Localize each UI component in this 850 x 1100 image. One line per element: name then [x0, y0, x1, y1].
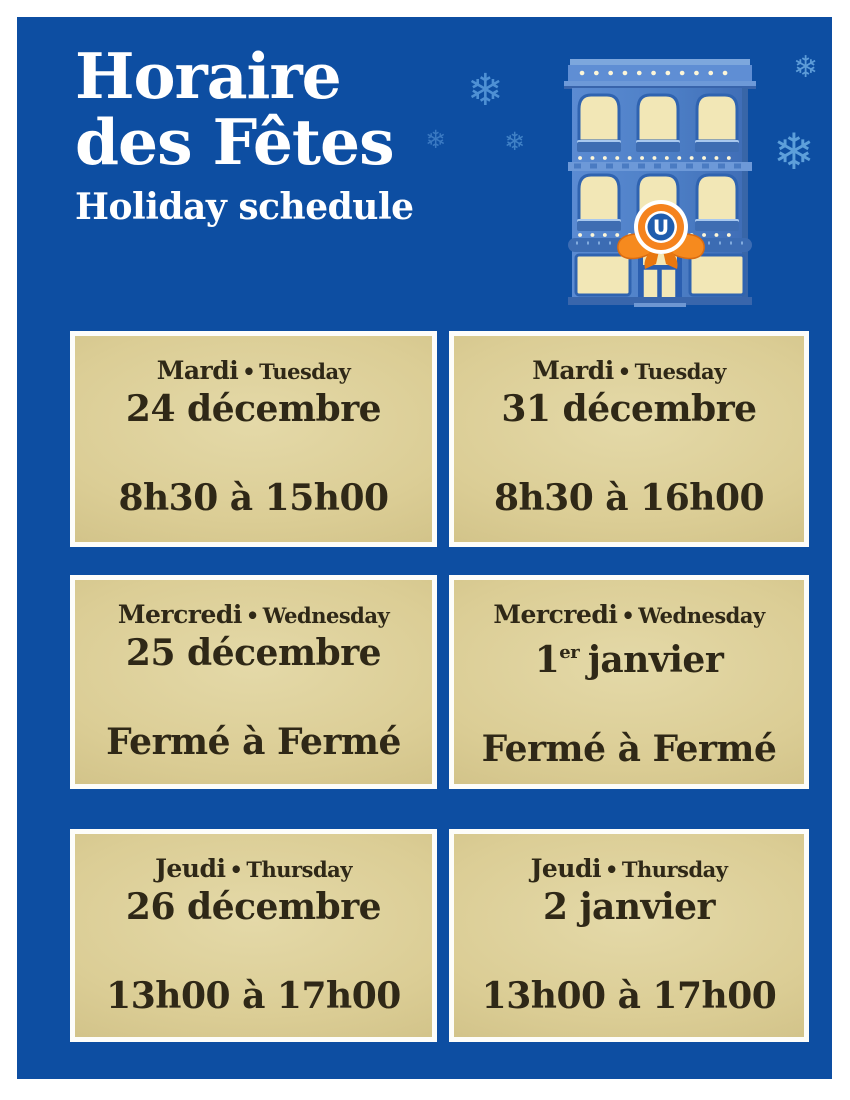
- day-line: Mercredi • Wednesday: [75, 600, 432, 631]
- upper-floor-windows: [577, 93, 739, 143]
- schedule-card-dec24: Mardi • Tuesday 24 décembre 8h30 à 15h00: [70, 331, 437, 547]
- bullet-separator: •: [621, 603, 635, 628]
- storefront: [568, 249, 752, 307]
- day-english: Thursday: [246, 857, 352, 882]
- page-subtitle-english: Holiday schedule: [75, 186, 414, 228]
- day-french: Jeudi: [530, 854, 602, 883]
- upper-floor-garlands: [577, 140, 742, 160]
- hours-line: 13h00 à 17h00: [481, 975, 777, 1017]
- date-line: 1er janvier: [454, 631, 804, 683]
- snowflake-icon: ❄: [504, 127, 525, 156]
- bullet-separator: •: [245, 603, 259, 628]
- building-roof: [564, 59, 756, 89]
- page-title-line-2: des Fêtes: [75, 105, 395, 179]
- floor-band: [568, 162, 752, 171]
- store-building-illustration: U: [564, 59, 756, 307]
- date-line: 2 janvier: [542, 886, 716, 928]
- schedule-card-dec25: Mercredi • Wednesday 25 décembre Fermé à F…: [70, 575, 437, 789]
- date-line: 25 décembre: [125, 632, 382, 674]
- bullet-separator: •: [229, 857, 243, 882]
- hours-line: Fermé à Fermé: [481, 728, 777, 770]
- blue-background-panel: Horaire des Fêtes Holiday schedule ❄ ❄ ❄…: [17, 17, 832, 1079]
- day-french: Mardi: [156, 356, 239, 385]
- ordinal-suffix: er: [559, 642, 580, 664]
- day-line: Jeudi • Thursday: [454, 854, 804, 885]
- day-english: Wednesday: [638, 603, 765, 628]
- day-english: Thursday: [621, 857, 728, 882]
- day-english: Tuesday: [259, 359, 351, 384]
- schedule-card-jan1: Mercredi • Wednesday 1er janvier Fermé à Fe…: [449, 575, 809, 789]
- bullet-separator: •: [617, 359, 631, 384]
- hours-line: Fermé à Fermé: [106, 721, 401, 763]
- schedule-card-dec31: Mardi • Tuesday 31 décembre 8h30 à 16h00: [449, 331, 809, 547]
- day-french: Mercredi: [493, 600, 618, 629]
- day-line: Mardi • Tuesday: [75, 356, 432, 387]
- snowflake-icon: ❄: [793, 50, 819, 85]
- title-block: Horaire des Fêtes Holiday schedule: [75, 43, 414, 229]
- day-english: Tuesday: [634, 359, 727, 384]
- schedule-card-jan2: Jeudi • Thursday 2 janvier 13h00 à 17h00: [449, 829, 809, 1042]
- date-line: 24 décembre: [125, 388, 382, 430]
- date-line: 26 décembre: [125, 886, 382, 928]
- bullet-separator: •: [604, 857, 618, 882]
- u-logo-badge: U: [634, 200, 688, 254]
- day-line: Mardi • Tuesday: [454, 356, 804, 387]
- day-line: Mercredi • Wednesday: [454, 600, 804, 631]
- date-number: 1: [534, 639, 560, 681]
- date-word: janvier: [587, 639, 724, 681]
- schedule-card-dec26: Jeudi • Thursday 26 décembre 13h00 à 17h00: [70, 829, 437, 1042]
- day-line: Jeudi • Thursday: [75, 854, 432, 885]
- u-logo-letter: U: [653, 216, 669, 240]
- page-title-line-1: Horaire: [75, 39, 342, 113]
- bullet-separator: •: [242, 359, 256, 384]
- hours-line: 8h30 à 15h00: [118, 477, 389, 519]
- day-french: Mardi: [532, 356, 614, 385]
- snowflake-icon: ❄: [467, 65, 504, 116]
- snowflake-icon: ❄: [773, 123, 815, 181]
- day-french: Jeudi: [155, 854, 226, 883]
- hours-line: 8h30 à 16h00: [493, 477, 765, 519]
- date-line: 31 décembre: [501, 388, 757, 430]
- day-french: Mercredi: [117, 600, 243, 629]
- snowflake-icon: ❄: [425, 125, 446, 154]
- day-english: Wednesday: [262, 603, 390, 628]
- hours-line: 13h00 à 17h00: [106, 975, 401, 1017]
